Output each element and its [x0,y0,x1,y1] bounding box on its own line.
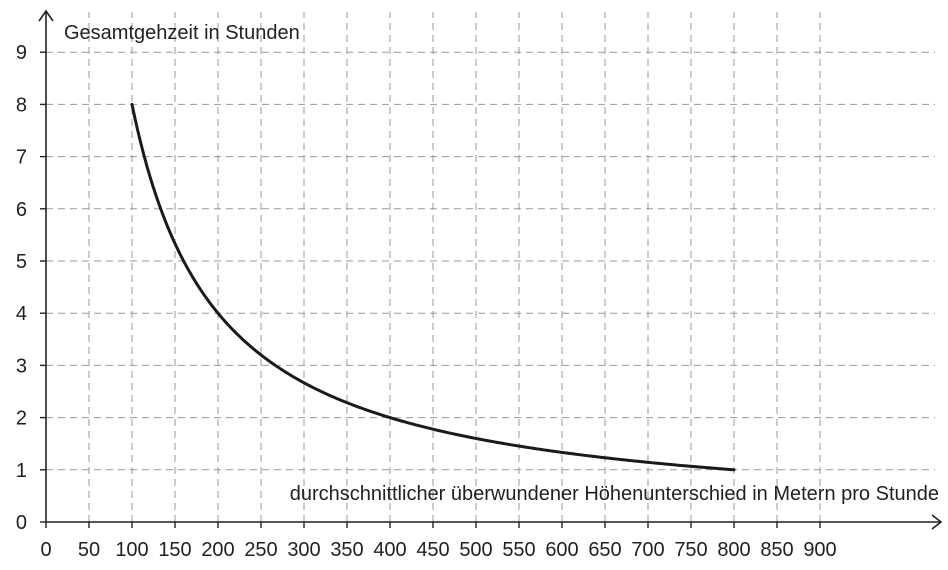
y-tick-label: 5 [16,251,27,273]
x-tick-label: 900 [803,539,836,561]
y-tick-label: 9 [16,42,27,64]
x-tick-label: 450 [416,539,449,561]
x-tick-label: 50 [78,539,100,561]
x-tick-label: 400 [373,539,406,561]
x-tick-label: 600 [545,539,578,561]
y-axis-title: Gesamtgehzeit in Stunden [64,22,300,44]
x-tick-label: 350 [330,539,363,561]
x-axis-arrow [931,514,943,530]
y-tick-label: 6 [16,199,27,221]
y-tick-label: 3 [16,355,27,377]
y-tick-label: 8 [16,94,27,116]
x-tick-label: 150 [158,539,191,561]
x-tick-label: 300 [287,539,320,561]
x-axis-title: durchschnittlicher überwundener Höhenunt… [290,483,939,505]
x-tick-label: 800 [717,539,750,561]
series [130,102,736,472]
axes [38,9,943,530]
x-tick-label: 100 [115,539,148,561]
series-curve [130,102,736,472]
ticks: 0 50 100 150 200 250 300 350 400 450 500 550 600 650 7… [16,42,837,561]
x-tick-label: 250 [244,539,277,561]
grid [46,12,935,522]
y-tick-label: 7 [16,147,27,169]
y-tick-label: 4 [16,303,27,325]
x-tick-label: 650 [588,539,621,561]
x-tick-label: 750 [674,539,707,561]
y-tick-label: 0 [16,512,27,534]
x-tick-label: 200 [201,539,234,561]
x-tick-label: 0 [40,539,51,561]
x-tick-label: 850 [760,539,793,561]
x-tick-label: 500 [459,539,492,561]
y-tick-label: 1 [16,460,27,482]
y-axis-arrow [38,9,54,22]
x-tick-label: 700 [631,539,664,561]
y-tick-label: 2 [16,408,27,430]
x-tick-label: 550 [502,539,535,561]
